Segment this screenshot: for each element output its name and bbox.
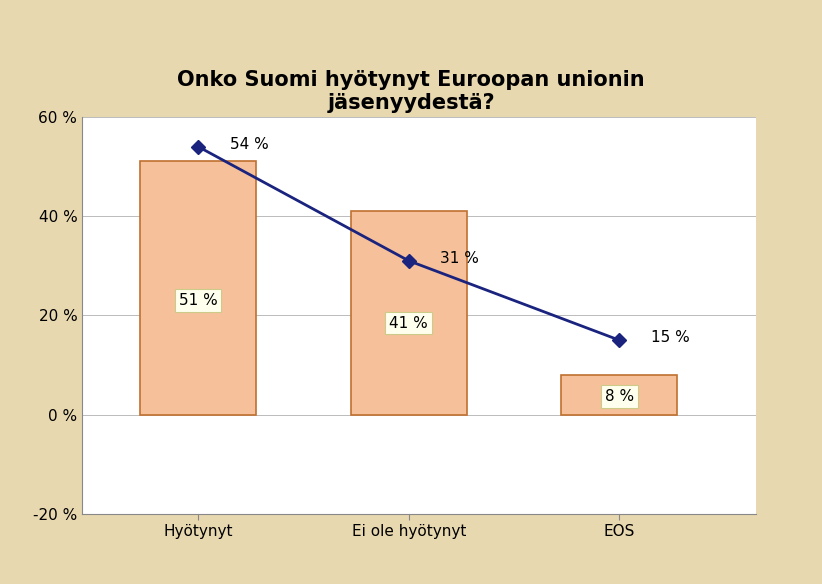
Text: 51 %: 51 % bbox=[178, 293, 218, 308]
Text: Onko Suomi hyötynyt Euroopan unionin
jäsenyydestä?: Onko Suomi hyötynyt Euroopan unionin jäs… bbox=[178, 70, 644, 113]
Bar bbox=[561, 375, 677, 415]
Text: 8 %: 8 % bbox=[605, 390, 634, 404]
Bar bbox=[351, 211, 467, 415]
Text: 15 %: 15 % bbox=[651, 330, 690, 345]
Bar bbox=[140, 161, 256, 415]
Text: 54 %: 54 % bbox=[229, 137, 269, 152]
Text: 41 %: 41 % bbox=[390, 315, 428, 331]
Text: 31 %: 31 % bbox=[441, 251, 479, 266]
